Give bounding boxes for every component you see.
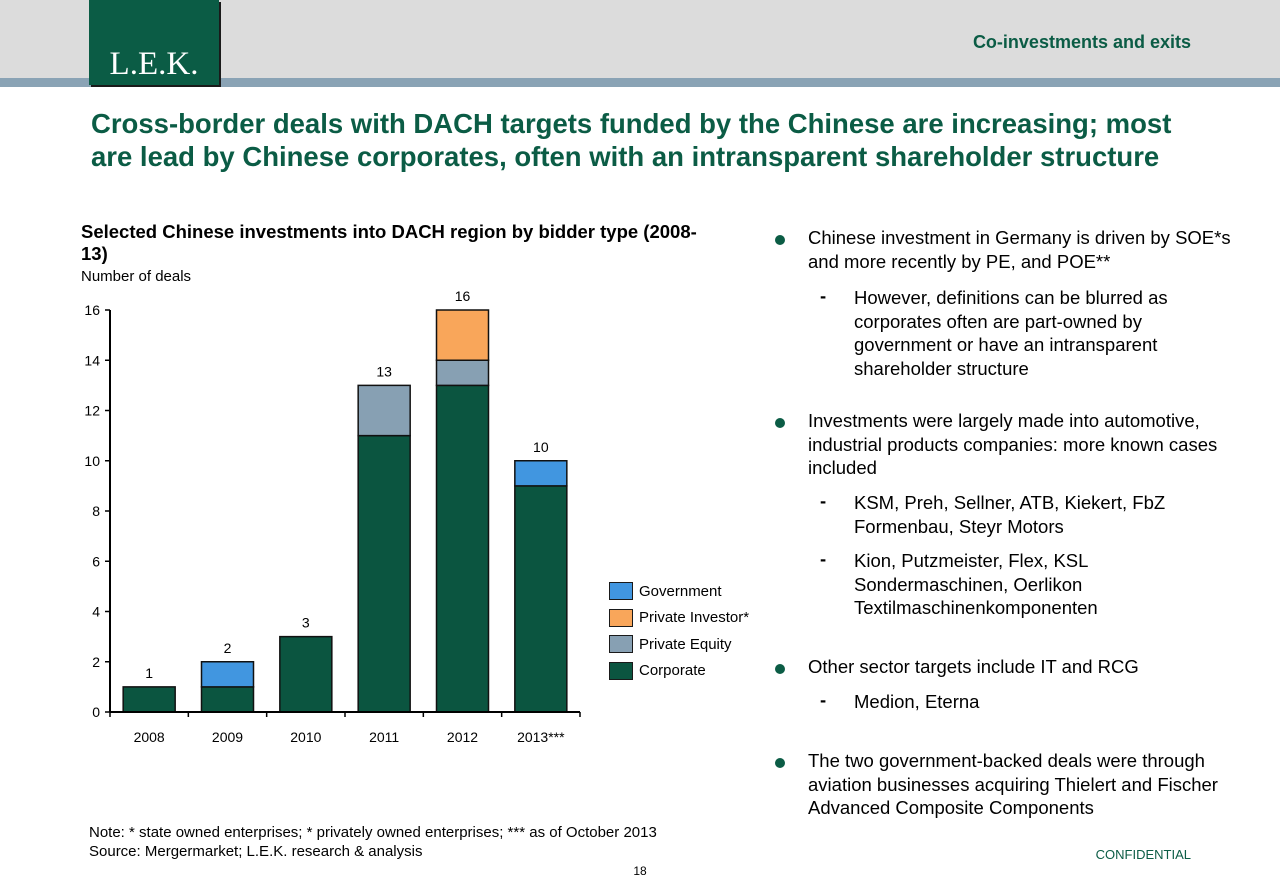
bullet-1-text: Chinese investment in Germany is driven … xyxy=(808,227,1231,272)
stacked-bar-chart: 0 2 4 6 8 10 12 14 16 1 2008 2 2009 3 2010 13 2011 16 2012… xyxy=(84,288,581,745)
bullet-3: Other sector targets include IT and RCG xyxy=(775,655,1245,679)
y-tick-label: 14 xyxy=(84,352,100,368)
bar-segment-private-equity xyxy=(357,384,411,437)
bar-total-label: 1 xyxy=(145,665,153,681)
bullet-1-sub-1: - However, definitions can be blurred as… xyxy=(820,285,1200,380)
y-tick-label: 16 xyxy=(84,302,100,318)
bullet-dash: - xyxy=(820,285,827,306)
bullet-dot xyxy=(775,758,785,768)
bullet-2-text: Investments were largely made into autom… xyxy=(808,410,1218,478)
y-tick-label: 8 xyxy=(92,503,100,519)
bullet-3-text: Other sector targets include IT and RCG xyxy=(808,656,1139,677)
legend-swatch-private-investor xyxy=(609,608,633,627)
bullet-dot xyxy=(775,418,785,428)
bullet-2: Investments were largely made into autom… xyxy=(775,409,1245,480)
bar-segment-corporate xyxy=(200,686,255,713)
bar-segment-corporate xyxy=(514,485,568,713)
chart-legend: Government Private Investor* Private Equ… xyxy=(609,578,749,684)
bullet-4-text: The two government-backed deals were thr… xyxy=(808,750,1218,818)
bar-segment-private-investor xyxy=(435,309,490,361)
y-tick-label: 0 xyxy=(92,704,100,720)
footnote-note: Note: * state owned enterprises; * priva… xyxy=(89,824,657,841)
chart-y-label: Number of deals xyxy=(81,268,192,285)
legend-item-private-equity: Private Equity xyxy=(609,631,749,658)
legend-swatch-corporate xyxy=(609,661,633,680)
x-tick-label: 2012 xyxy=(447,729,478,745)
page-headline: Cross-border deals with DACH targets fun… xyxy=(91,108,1172,172)
x-tick-label: 2008 xyxy=(134,729,165,745)
bar-segment-corporate xyxy=(279,635,333,713)
x-tick-label: 2010 xyxy=(290,729,321,745)
bullet-dash: - xyxy=(820,689,827,710)
x-tick-label: 2009 xyxy=(212,729,243,745)
legend-swatch-government xyxy=(609,582,633,601)
legend-label-corporate: Corporate xyxy=(639,662,706,680)
footnote: Note: * state owned enterprises; * priva… xyxy=(89,823,657,861)
x-tick-label: 2011 xyxy=(369,729,399,745)
bullet-2-sub-2-text: Kion, Putzmeister, Flex, KSL Sondermasch… xyxy=(854,550,1098,618)
confidential-label: CONFIDENTIAL xyxy=(1095,847,1191,862)
y-tick-label: 10 xyxy=(84,453,100,469)
legend-item-corporate: Corporate xyxy=(609,658,749,685)
logo-text: L.E.K. xyxy=(109,46,199,82)
bar-total-label: 16 xyxy=(455,288,471,304)
section-title: Co-investments and exits xyxy=(972,32,1191,52)
bullet-2-sub-1-text: KSM, Preh, Sellner, ATB, Kiekert, FbZ Fo… xyxy=(854,492,1166,537)
bullet-1: Chinese investment in Germany is driven … xyxy=(775,226,1245,273)
y-tick-label: 4 xyxy=(92,604,100,620)
y-tick-label: 12 xyxy=(84,403,100,419)
legend-item-private-investor: Private Investor* xyxy=(609,605,749,632)
page-number: 18 xyxy=(633,864,647,878)
bar-total-label: 3 xyxy=(302,615,310,631)
footnote-source: Source: Mergermarket; L.E.K. research & … xyxy=(89,843,423,860)
bar-total-label: 13 xyxy=(376,363,392,379)
bullet-3-sub-1: - Medion, Eterna xyxy=(820,689,1200,714)
bullet-dot xyxy=(775,235,785,245)
legend-swatch-private-equity xyxy=(609,635,633,654)
bullet-dash: - xyxy=(820,490,827,511)
chart-title: Selected Chinese investments into DACH r… xyxy=(81,221,697,264)
lek-logo: L.E.K. xyxy=(89,0,219,85)
bar-segment-corporate xyxy=(122,686,176,713)
bar-total-label: 2 xyxy=(224,640,232,656)
header-rule xyxy=(0,78,1280,87)
y-tick-label: 6 xyxy=(92,553,100,569)
legend-label-private-investor: Private Investor* xyxy=(639,609,750,627)
bullet-2-sub-1: - KSM, Preh, Sellner, ATB, Kiekert, FbZ … xyxy=(820,490,1200,538)
bar-segment-private-equity xyxy=(435,359,490,387)
bullet-1-sub-1-text: However, definitions can be blurred as c… xyxy=(854,287,1168,379)
bullet-2-sub-2: - Kion, Putzmeister, Flex, KSL Sondermas… xyxy=(820,548,1200,620)
bar-segment-corporate xyxy=(357,434,411,713)
bar-segment-corporate xyxy=(435,384,490,713)
bullet-dash: - xyxy=(820,548,827,569)
legend-label-government: Government xyxy=(639,582,722,600)
x-tick-label: 2013*** xyxy=(517,729,565,745)
bar-segment-government xyxy=(514,460,568,487)
y-tick-label: 2 xyxy=(92,654,100,670)
legend-label-private-equity: Private Equity xyxy=(639,635,732,653)
bullet-dot xyxy=(775,664,785,674)
bullet-3-sub-1-text: Medion, Eterna xyxy=(854,691,980,712)
legend-item-government: Government xyxy=(609,578,749,605)
bar-total-label: 10 xyxy=(533,439,549,455)
bullet-4: The two government-backed deals were thr… xyxy=(775,749,1245,820)
bar-segment-government xyxy=(200,661,255,688)
